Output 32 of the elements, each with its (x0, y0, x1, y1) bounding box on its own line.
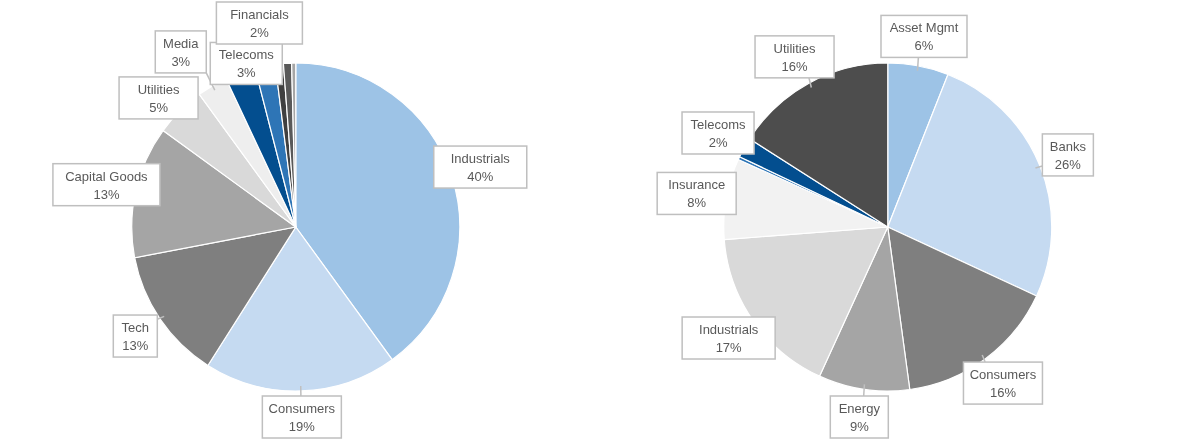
slice-label: Tech (121, 320, 150, 336)
data-label: 3% (236, 65, 257, 81)
slice-label: Utilities (137, 81, 181, 97)
data-label: 2% (708, 135, 728, 150)
data-label: 40% (467, 169, 494, 185)
slice-label: Energy (838, 401, 880, 416)
data-label: 19% (288, 419, 316, 434)
data-label: 5% (149, 99, 169, 115)
data-label: 26% (1054, 156, 1081, 172)
data-label: 8% (686, 195, 707, 211)
slice-label: Telecoms (218, 47, 275, 63)
data-label: 16% (989, 385, 1016, 401)
slice-label: Banks (1049, 138, 1086, 154)
data-label: 9% (849, 419, 869, 434)
slice-label: Industrials (698, 322, 759, 338)
data-label: 6% (914, 38, 934, 54)
slice-label: Media (163, 35, 200, 51)
slice-label: Insurance (667, 177, 725, 193)
data-label: 13% (93, 186, 120, 202)
slice-label: Telecoms (690, 117, 746, 132)
data-label: 2% (250, 25, 270, 40)
slice-label: Capital Goods (65, 168, 149, 184)
data-label: 3% (171, 53, 191, 69)
slice-label: Utilities (773, 40, 816, 56)
slice-label: Consumers (268, 401, 336, 416)
data-label: 13% (122, 338, 149, 354)
slice-label: Industrials (450, 151, 511, 167)
data-label: 17% (715, 340, 742, 356)
slice-label: Financials (230, 7, 290, 22)
slice-label: Consumers (969, 367, 1037, 383)
slice-label: Asset Mgmt (889, 20, 959, 36)
data-label: 16% (781, 58, 808, 74)
